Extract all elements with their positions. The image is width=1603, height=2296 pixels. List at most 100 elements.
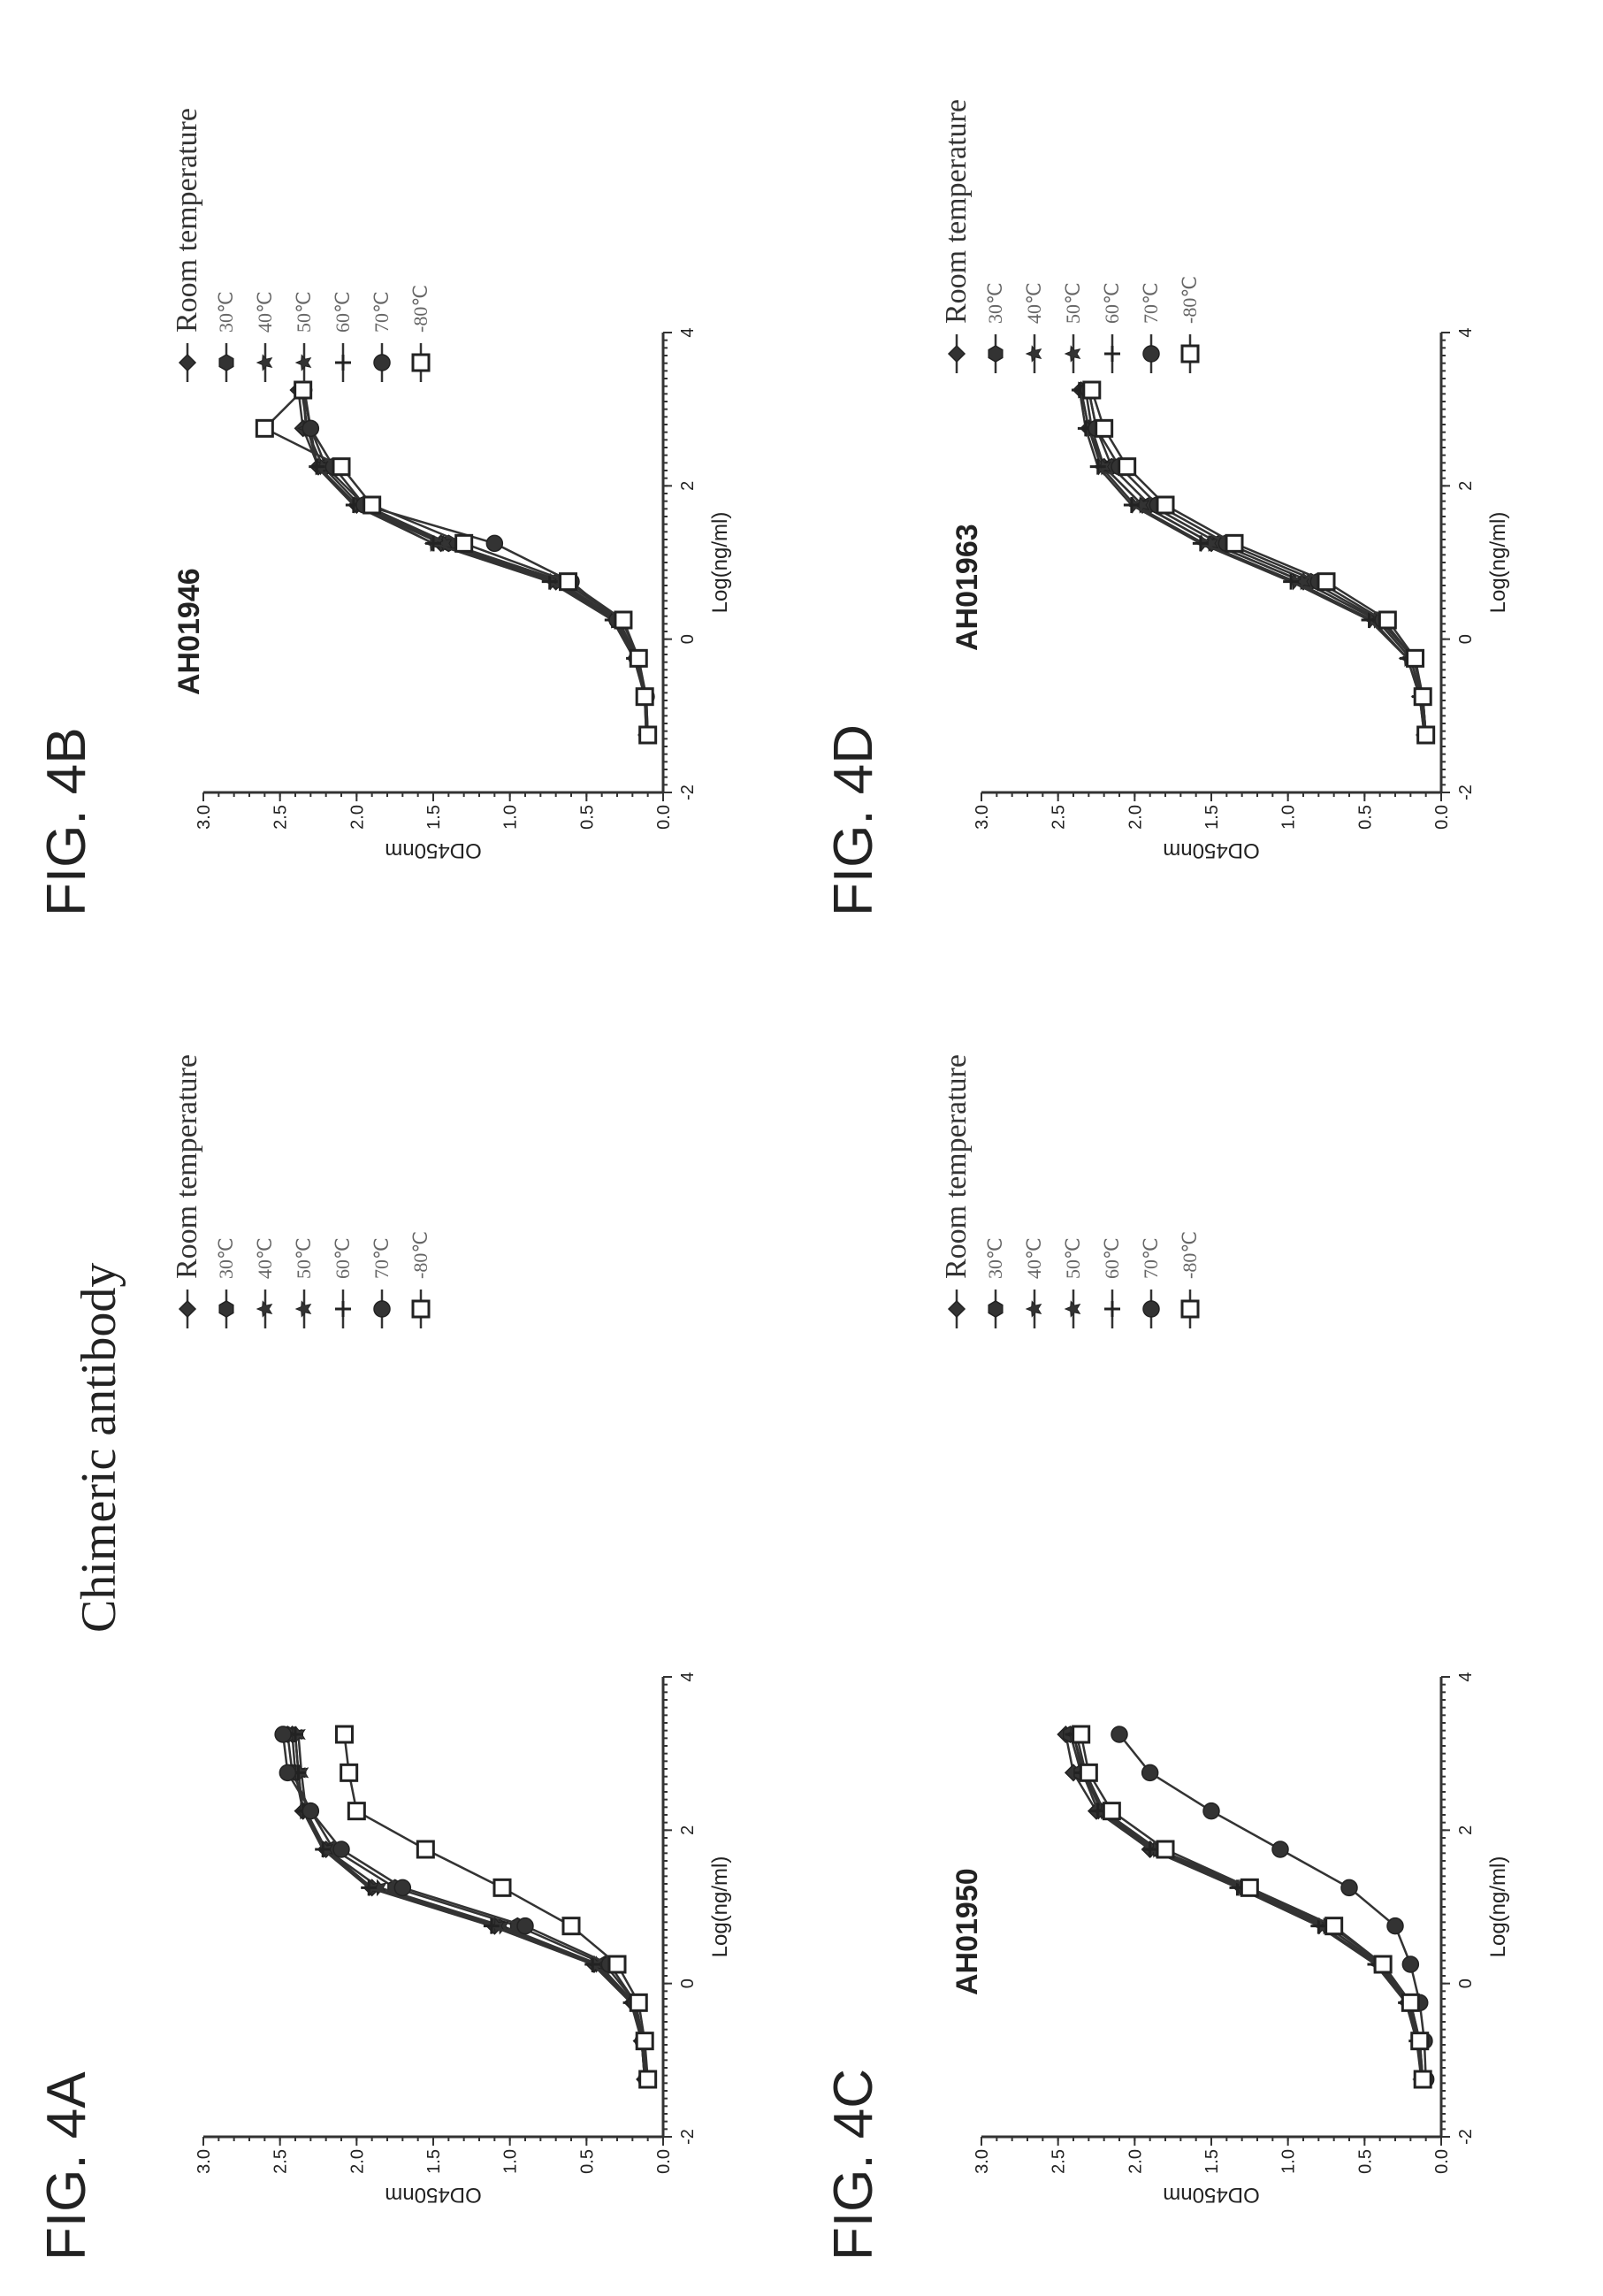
series-line bbox=[1078, 389, 1426, 736]
x-tick-label: 4 bbox=[1456, 327, 1476, 337]
legend-marker bbox=[294, 354, 312, 371]
legend-marker bbox=[178, 1299, 197, 1319]
legend-4d: Room temperature 30℃ 40℃ 50℃ 60℃ 70℃ -80℃ bbox=[937, 99, 1210, 377]
legend-marker bbox=[1142, 1300, 1160, 1318]
legend-label: -80℃ bbox=[1179, 1230, 1201, 1279]
legend-marker bbox=[335, 1301, 351, 1317]
data-point bbox=[332, 1841, 350, 1858]
legend-label: Room temperature bbox=[171, 108, 203, 333]
x-axis-title: Log(ng/ml) bbox=[708, 512, 732, 614]
y-tick-label: 0.0 bbox=[1432, 805, 1452, 830]
series-3 bbox=[294, 381, 656, 744]
series-1 bbox=[295, 381, 656, 744]
data-point bbox=[1156, 1840, 1175, 1859]
y-tick-label: 0.5 bbox=[577, 2149, 597, 2174]
legend-marker bbox=[1025, 345, 1042, 363]
data-point bbox=[1141, 1841, 1158, 1857]
data-point bbox=[1413, 2070, 1432, 2089]
legend-item: 30℃ bbox=[976, 1054, 1015, 1332]
legend-label: 40℃ bbox=[254, 1237, 276, 1279]
legend-label: 30℃ bbox=[215, 1237, 237, 1279]
data-point bbox=[1141, 1764, 1159, 1782]
y-tick-label: 2.0 bbox=[1126, 805, 1145, 830]
x-tick-label: 2 bbox=[678, 1825, 698, 1835]
series-line bbox=[1080, 389, 1426, 736]
legend-marker bbox=[256, 1300, 273, 1318]
series-line bbox=[303, 389, 648, 736]
data-point bbox=[614, 610, 633, 630]
data-point bbox=[1102, 1802, 1121, 1821]
y-tick-label: 2.0 bbox=[347, 805, 367, 830]
legend-symbol bbox=[256, 1290, 273, 1328]
y-tick-label: 1.0 bbox=[501, 805, 521, 830]
series-2 bbox=[1072, 381, 1432, 744]
legend-symbol bbox=[411, 343, 431, 382]
legend-4a: Room temperature 30℃ 40℃ 50℃ 60℃ 70℃ -80℃ bbox=[168, 1054, 440, 1332]
legend-item: 40℃ bbox=[246, 1054, 285, 1332]
data-point bbox=[541, 573, 558, 590]
legend-label: 60℃ bbox=[332, 1237, 354, 1279]
legend-symbol bbox=[178, 343, 197, 382]
data-point bbox=[629, 648, 648, 668]
legend-label: 70℃ bbox=[370, 1237, 393, 1279]
legend-label: 60℃ bbox=[1101, 282, 1123, 324]
data-point bbox=[416, 1840, 435, 1859]
legend-symbol bbox=[1025, 334, 1042, 373]
legend-symbol bbox=[373, 343, 391, 382]
legend-symbol bbox=[335, 343, 351, 382]
data-point bbox=[516, 1917, 534, 1935]
legend-item: Room temperature bbox=[168, 108, 207, 386]
legend-marker bbox=[218, 1300, 234, 1318]
series-5 bbox=[294, 381, 657, 744]
x-tick-label: 2 bbox=[1456, 1825, 1476, 1835]
y-tick-label: 0.5 bbox=[1355, 805, 1375, 830]
series-line bbox=[1069, 1733, 1424, 2080]
data-point bbox=[1401, 1955, 1420, 1973]
legend-item: 60℃ bbox=[1093, 1054, 1132, 1332]
data-point bbox=[393, 1879, 412, 1897]
data-point bbox=[1156, 495, 1175, 515]
legend-label: Room temperature bbox=[940, 99, 973, 324]
legend-item: 70℃ bbox=[363, 108, 401, 386]
data-point bbox=[302, 419, 320, 438]
series-line bbox=[302, 389, 649, 736]
y-tick-label: 2.5 bbox=[271, 805, 291, 830]
legend-item: 70℃ bbox=[363, 1054, 401, 1332]
legend-symbol bbox=[1142, 1290, 1160, 1328]
data-point bbox=[1283, 573, 1300, 590]
legend-marker bbox=[988, 1300, 1004, 1318]
y-tick-label: 0.0 bbox=[654, 805, 674, 830]
data-point bbox=[1089, 458, 1106, 475]
legend-item: -80℃ bbox=[1171, 99, 1210, 377]
series-line bbox=[1118, 1733, 1427, 2080]
data-point bbox=[334, 1725, 354, 1744]
legend-item: 70℃ bbox=[1132, 99, 1171, 377]
data-point bbox=[309, 458, 325, 475]
data-point bbox=[1406, 648, 1425, 668]
legend-marker bbox=[1180, 1299, 1200, 1319]
series-line bbox=[300, 389, 648, 736]
y-tick-label: 2.0 bbox=[347, 2149, 367, 2174]
y-tick-label: 2.5 bbox=[1050, 2149, 1069, 2174]
legend-symbol bbox=[1104, 334, 1120, 373]
series-0 bbox=[283, 1725, 654, 2089]
series-line bbox=[297, 389, 649, 736]
y-axis-title: OD450nm bbox=[385, 2183, 481, 2207]
legend-symbol bbox=[256, 343, 273, 382]
series-line bbox=[291, 1733, 646, 2080]
y-tick-label: 3.0 bbox=[195, 2149, 214, 2174]
legend-label: 60℃ bbox=[1101, 1237, 1123, 1279]
data-point bbox=[1401, 1993, 1420, 2012]
legend-item: Room temperature bbox=[937, 99, 976, 377]
data-point bbox=[1202, 534, 1219, 553]
legend-label: 70℃ bbox=[370, 291, 393, 333]
series-0 bbox=[289, 380, 657, 745]
data-point bbox=[279, 1764, 297, 1782]
series-line bbox=[294, 1733, 646, 2080]
series-line bbox=[1080, 389, 1427, 736]
legend-item: 70℃ bbox=[1132, 1054, 1171, 1332]
legend-marker bbox=[1025, 1300, 1042, 1318]
legend-symbol bbox=[218, 343, 234, 382]
y-tick-label: 2.5 bbox=[271, 2149, 291, 2174]
